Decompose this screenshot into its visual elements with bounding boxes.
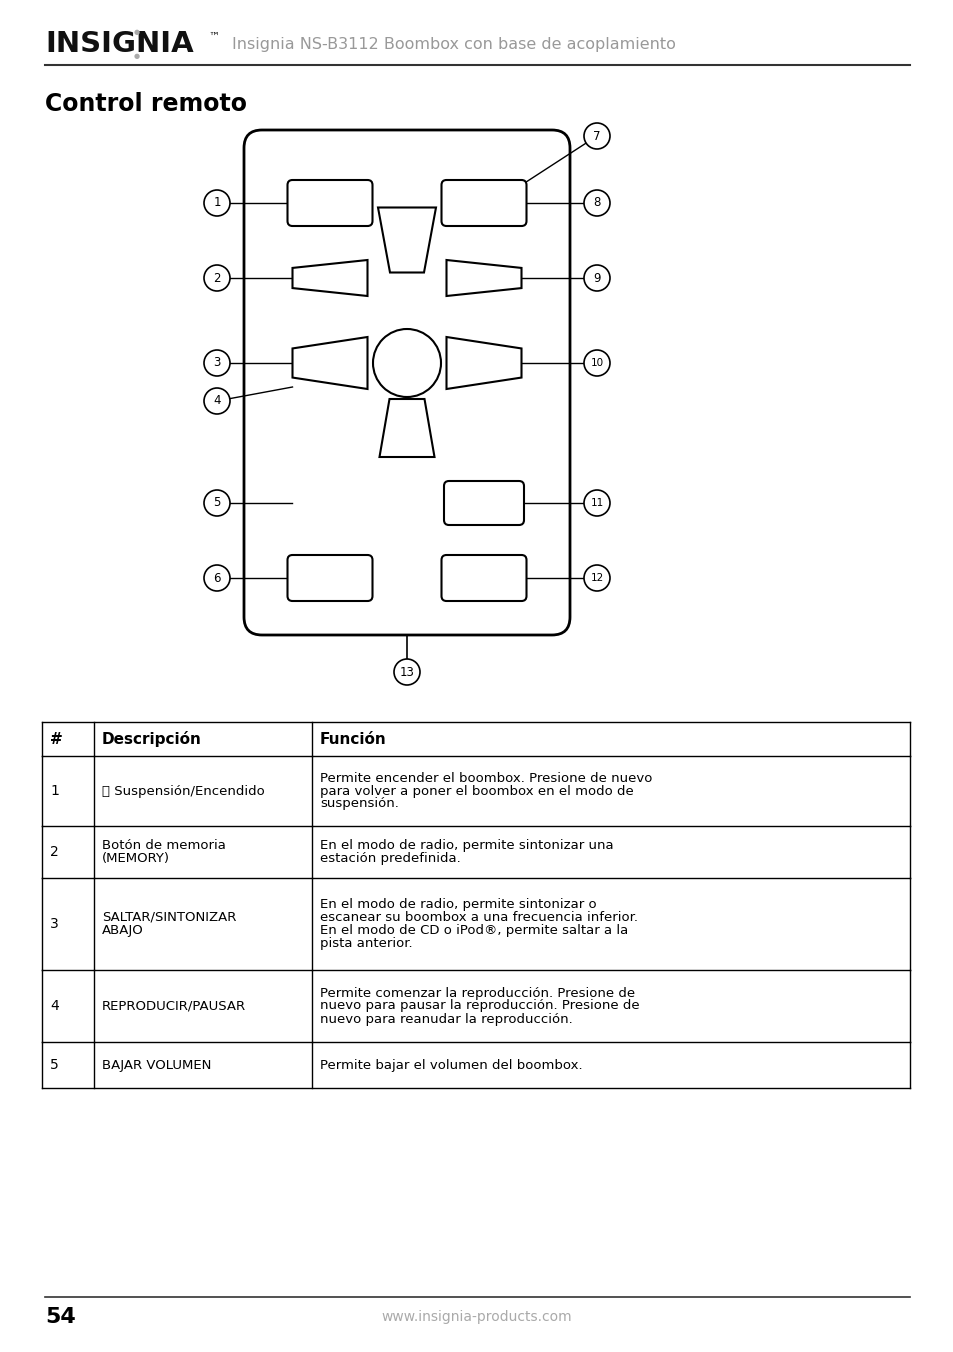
FancyBboxPatch shape (244, 130, 569, 635)
Text: estación predefinida.: estación predefinida. (319, 852, 460, 865)
Bar (42, 826, 909, 877)
Text: 5: 5 (213, 496, 220, 510)
Text: En el modo de radio, permite sintonizar o: En el modo de radio, permite sintonizar … (319, 898, 596, 911)
FancyBboxPatch shape (443, 481, 523, 525)
Circle shape (583, 350, 609, 376)
Text: ●: ● (133, 53, 140, 59)
Text: INSIGNIA: INSIGNIA (45, 30, 193, 58)
Circle shape (583, 489, 609, 516)
FancyBboxPatch shape (441, 180, 526, 226)
Text: Permite encender el boombox. Presione de nuevo: Permite encender el boombox. Presione de… (319, 772, 652, 784)
Polygon shape (293, 337, 367, 389)
Polygon shape (293, 260, 367, 296)
Circle shape (204, 350, 230, 376)
Text: 3: 3 (213, 357, 220, 369)
Circle shape (583, 265, 609, 291)
Text: para volver a poner el boombox en el modo de: para volver a poner el boombox en el mod… (319, 784, 633, 798)
Text: #: # (50, 731, 63, 746)
Text: SALTAR/SINTONIZAR: SALTAR/SINTONIZAR (102, 911, 236, 923)
Text: 2: 2 (50, 845, 59, 859)
Bar (42, 722, 909, 756)
Text: 7: 7 (593, 130, 600, 142)
Polygon shape (379, 399, 434, 457)
Text: 10: 10 (590, 358, 603, 368)
Circle shape (373, 329, 440, 397)
Text: 12: 12 (590, 573, 603, 583)
Text: BAJAR VOLUMEN: BAJAR VOLUMEN (102, 1059, 212, 1072)
Circle shape (204, 265, 230, 291)
Circle shape (204, 565, 230, 591)
Polygon shape (446, 260, 521, 296)
Text: ●: ● (133, 28, 140, 35)
Text: 6: 6 (213, 572, 220, 584)
Text: Función: Función (319, 731, 386, 746)
Text: 13: 13 (399, 665, 414, 679)
Bar (42, 756, 909, 826)
Text: REPRODUCIR/PAUSAR: REPRODUCIR/PAUSAR (102, 999, 246, 1013)
Text: www.insignia-products.com: www.insignia-products.com (381, 1310, 572, 1324)
Text: Control remoto: Control remoto (45, 92, 247, 116)
Circle shape (583, 565, 609, 591)
Circle shape (583, 191, 609, 216)
Text: ABAJO: ABAJO (102, 923, 144, 937)
Text: Botón de memoria: Botón de memoria (102, 840, 226, 852)
Bar (42, 969, 909, 1042)
Text: 1: 1 (213, 196, 220, 210)
Text: 1: 1 (50, 784, 59, 798)
Text: nuevo para pausar la reproducción. Presione de: nuevo para pausar la reproducción. Presi… (319, 999, 639, 1013)
Text: (MEMORY): (MEMORY) (102, 852, 170, 865)
Text: Descripción: Descripción (102, 731, 202, 748)
Text: En el modo de radio, permite sintonizar una: En el modo de radio, permite sintonizar … (319, 840, 613, 852)
Circle shape (394, 658, 419, 685)
Text: ™: ™ (208, 32, 219, 42)
Circle shape (204, 191, 230, 216)
Text: Permite comenzar la reproducción. Presione de: Permite comenzar la reproducción. Presio… (319, 987, 635, 999)
Text: nuevo para reanudar la reproducción.: nuevo para reanudar la reproducción. (319, 1013, 572, 1026)
FancyBboxPatch shape (441, 556, 526, 602)
Text: pista anterior.: pista anterior. (319, 937, 413, 950)
Text: 5: 5 (50, 1059, 59, 1072)
Circle shape (583, 123, 609, 149)
Polygon shape (377, 207, 436, 273)
Text: En el modo de CD o iPod®, permite saltar a la: En el modo de CD o iPod®, permite saltar… (319, 923, 628, 937)
Circle shape (204, 489, 230, 516)
Text: 3: 3 (50, 917, 59, 932)
Circle shape (204, 388, 230, 414)
Text: 4: 4 (213, 395, 220, 407)
Text: 54: 54 (45, 1307, 75, 1328)
FancyBboxPatch shape (287, 180, 372, 226)
Text: ⏻ Suspensión/Encendido: ⏻ Suspensión/Encendido (102, 784, 265, 798)
Text: 2: 2 (213, 272, 220, 284)
Bar (42, 877, 909, 969)
FancyBboxPatch shape (287, 556, 372, 602)
Bar (42, 1042, 909, 1088)
Text: 4: 4 (50, 999, 59, 1013)
Text: 8: 8 (593, 196, 600, 210)
Text: 9: 9 (593, 272, 600, 284)
Text: escanear su boombox a una frecuencia inferior.: escanear su boombox a una frecuencia inf… (319, 911, 638, 923)
Text: Permite bajar el volumen del boombox.: Permite bajar el volumen del boombox. (319, 1059, 582, 1072)
Polygon shape (446, 337, 521, 389)
Text: Insignia NS-B3112 Boombox con base de acoplamiento: Insignia NS-B3112 Boombox con base de ac… (232, 37, 675, 51)
Text: suspensión.: suspensión. (319, 798, 398, 810)
Text: 11: 11 (590, 498, 603, 508)
